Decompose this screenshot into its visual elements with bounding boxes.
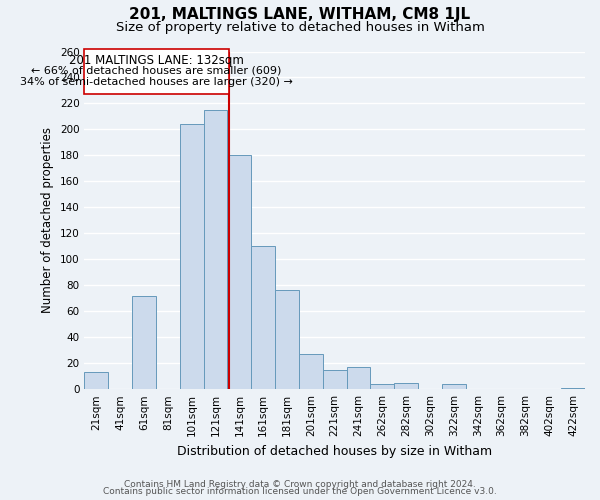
Bar <box>323 370 347 389</box>
Bar <box>370 384 394 389</box>
Text: Contains HM Land Registry data © Crown copyright and database right 2024.: Contains HM Land Registry data © Crown c… <box>124 480 476 489</box>
Bar <box>394 382 418 389</box>
X-axis label: Distribution of detached houses by size in Witham: Distribution of detached houses by size … <box>177 444 492 458</box>
Bar <box>180 124 203 389</box>
Bar <box>251 246 275 389</box>
Text: 34% of semi-detached houses are larger (320) →: 34% of semi-detached houses are larger (… <box>20 78 293 88</box>
Text: Size of property relative to detached houses in Witham: Size of property relative to detached ho… <box>116 21 484 34</box>
Bar <box>85 49 229 94</box>
Bar <box>132 296 156 389</box>
Bar <box>299 354 323 389</box>
Bar <box>203 110 227 389</box>
Text: 201, MALTINGS LANE, WITHAM, CM8 1JL: 201, MALTINGS LANE, WITHAM, CM8 1JL <box>130 8 470 22</box>
Bar <box>227 156 251 389</box>
Text: Contains public sector information licensed under the Open Government Licence v3: Contains public sector information licen… <box>103 488 497 496</box>
Y-axis label: Number of detached properties: Number of detached properties <box>41 128 54 314</box>
Bar <box>347 367 370 389</box>
Bar <box>275 290 299 389</box>
Text: ← 66% of detached houses are smaller (609): ← 66% of detached houses are smaller (60… <box>31 66 282 76</box>
Bar <box>442 384 466 389</box>
Bar <box>85 372 108 389</box>
Bar <box>561 388 585 389</box>
Text: 201 MALTINGS LANE: 132sqm: 201 MALTINGS LANE: 132sqm <box>69 54 244 67</box>
